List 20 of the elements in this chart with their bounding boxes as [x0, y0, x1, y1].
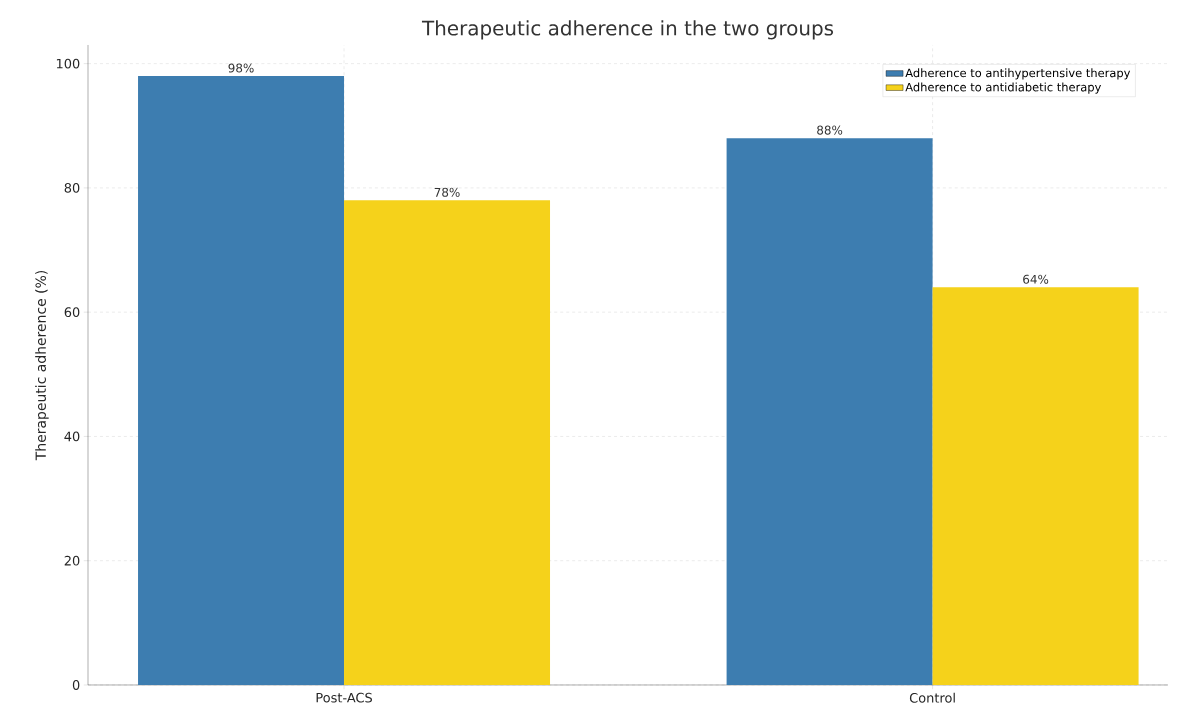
y-tick-label: 80 — [64, 183, 80, 193]
bar — [138, 76, 345, 685]
y-tick-label: 0 — [72, 680, 80, 690]
bar — [932, 287, 1139, 685]
data-label: 78% — [434, 187, 460, 197]
y-tick-label: 60 — [64, 307, 80, 318]
y-tick-label: 20 — [64, 555, 80, 566]
bar — [344, 200, 551, 685]
y-tick-label: 40 — [64, 431, 80, 442]
data-label: 64% — [1023, 274, 1049, 284]
bar — [726, 138, 933, 685]
x-tick-label: Control — [909, 692, 955, 703]
legend-label: Adherence to antihypertensive therapy — [905, 68, 1131, 80]
legend-label: Adherence to antidiabetic therapy — [905, 82, 1102, 94]
y-tick-label: 100 — [56, 58, 80, 69]
chart-title: Therapeutic adherence in the two groups — [421, 20, 834, 40]
x-tick-label: Post-ACS — [316, 692, 372, 703]
y-axis-title: Therapeutic adherence (%) — [35, 270, 49, 461]
data-label: 88% — [817, 125, 843, 135]
data-label: 98% — [228, 63, 254, 73]
